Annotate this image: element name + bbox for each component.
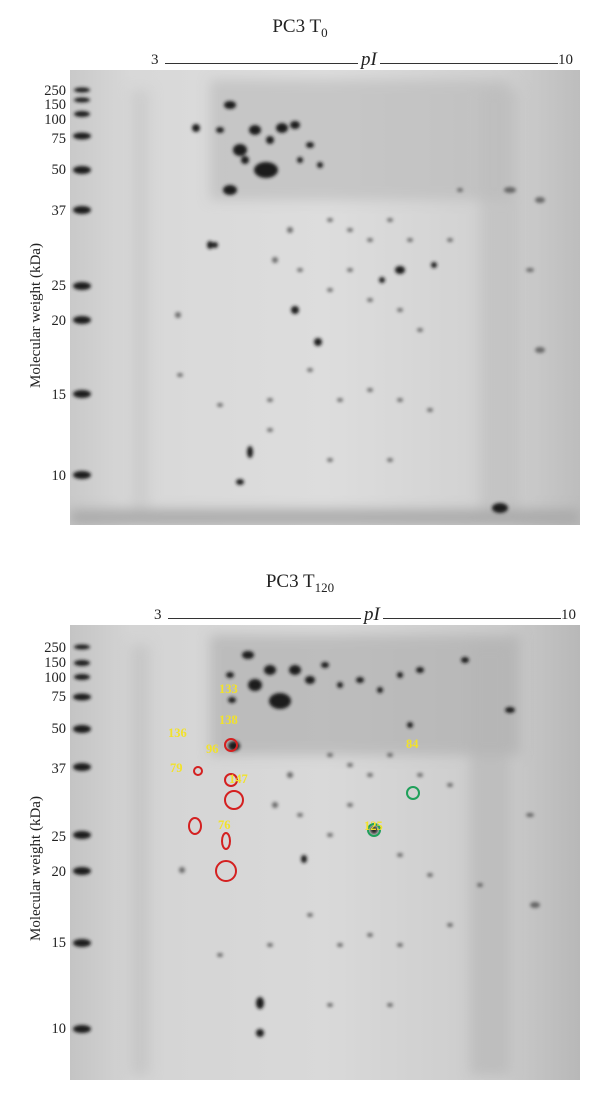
mw-marker: 37 xyxy=(51,203,67,219)
pi-axis-label: pI xyxy=(358,49,380,71)
mw-marker: 150 xyxy=(44,655,66,671)
panel-title: PC3 T120 xyxy=(0,571,600,596)
title-subscript: 120 xyxy=(314,579,335,595)
panel-title: PC3 T0 xyxy=(0,16,600,41)
mw-marker: 25 xyxy=(51,829,67,845)
spot-ring-96 xyxy=(224,790,244,810)
spot-label-96: 96 xyxy=(206,742,219,756)
pi-start-label: 3 xyxy=(154,607,162,623)
title-text: PC3 T xyxy=(272,16,322,37)
pi-end-label: 10 xyxy=(558,52,573,68)
spot-label-76: 76 xyxy=(218,818,231,832)
spot-ring-84 xyxy=(406,786,420,800)
spot-label-133: 133 xyxy=(219,682,238,696)
title-text: PC3 T xyxy=(265,571,315,592)
spot-label-147: 147 xyxy=(229,772,248,786)
mw-marker: 100 xyxy=(44,112,66,128)
gel-image xyxy=(70,70,580,525)
mw-marker: 37 xyxy=(51,761,67,777)
gel-panel-t120: PC3 T120 3 pI 10 Molecular weight (kDa) … xyxy=(0,565,600,1098)
mw-marker: 250 xyxy=(44,83,66,99)
pi-end-label: 10 xyxy=(561,607,576,623)
gel-panel-t0: PC3 T0 3 pI 10 Molecular weight (kDa) 25… xyxy=(0,0,600,540)
spot-label-136: 136 xyxy=(168,726,187,740)
spot-ring-79 xyxy=(188,817,202,835)
pi-axis-label: pI xyxy=(361,604,383,626)
spot-ring-125 xyxy=(367,823,381,837)
mw-marker: 75 xyxy=(51,689,67,705)
mw-marker: 100 xyxy=(44,670,66,686)
mw-marker: 50 xyxy=(51,721,67,737)
gel-image xyxy=(70,625,580,1080)
mw-marker: 150 xyxy=(44,97,66,113)
spot-ring-138 xyxy=(224,773,238,787)
mw-marker: 15 xyxy=(51,387,67,403)
spot-label-125: 125 xyxy=(364,819,383,833)
spot-label-79: 79 xyxy=(170,761,183,775)
mw-marker: 20 xyxy=(51,313,67,329)
mw-marker: 75 xyxy=(51,131,67,147)
spot-ring-133 xyxy=(224,738,238,752)
mw-marker: 10 xyxy=(51,1021,67,1037)
spot-ring-76 xyxy=(215,860,237,882)
pi-start-label: 3 xyxy=(151,52,159,68)
title-subscript: 0 xyxy=(321,24,328,40)
spot-label-84: 84 xyxy=(406,737,419,751)
spot-label-138: 138 xyxy=(219,713,238,727)
spot-ring-136 xyxy=(193,766,203,776)
spot-ring-147 xyxy=(221,832,231,850)
mw-marker: 10 xyxy=(51,468,67,484)
mw-marker: 25 xyxy=(51,278,67,294)
mw-marker: 15 xyxy=(51,935,67,951)
mw-marker: 50 xyxy=(51,162,67,178)
mw-marker: 20 xyxy=(51,864,67,880)
mw-marker: 250 xyxy=(44,640,66,656)
